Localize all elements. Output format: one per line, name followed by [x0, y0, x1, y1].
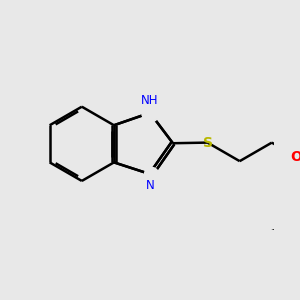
Text: S: S — [202, 136, 212, 150]
Text: O: O — [290, 149, 300, 164]
Text: NH: NH — [141, 94, 159, 107]
Text: N: N — [146, 179, 155, 192]
